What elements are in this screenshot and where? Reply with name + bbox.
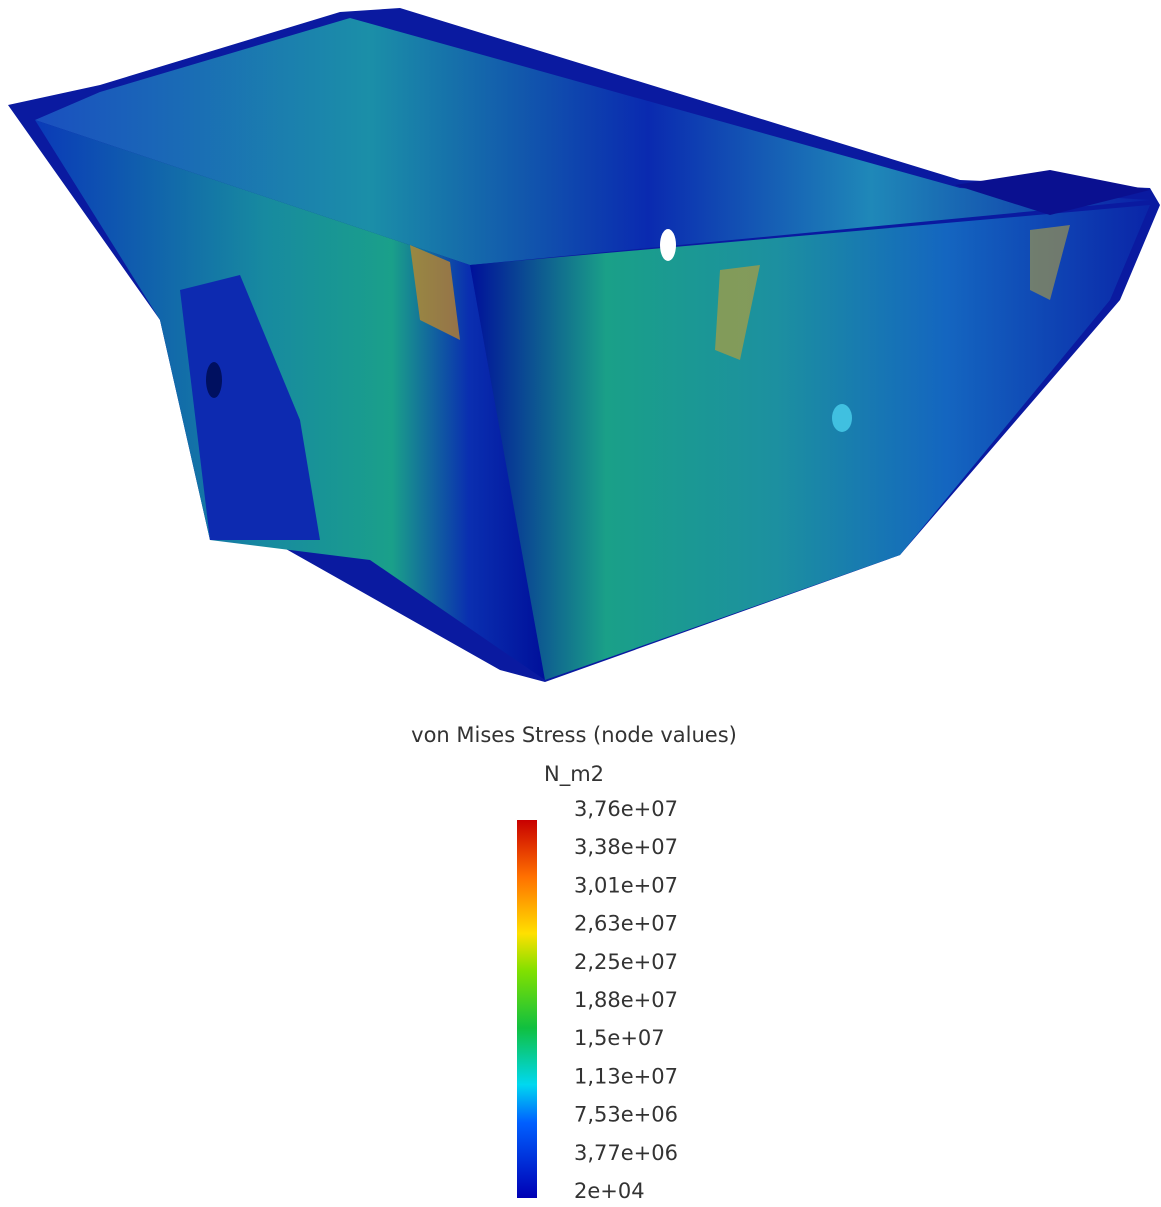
tick-label: 3,77e+06 xyxy=(574,1141,678,1165)
tick-label: 1,88e+07 xyxy=(574,988,678,1012)
hole xyxy=(206,362,222,398)
tick-label: 2,25e+07 xyxy=(574,950,678,974)
hole xyxy=(660,229,676,261)
hole xyxy=(832,404,852,432)
hotspot xyxy=(410,245,460,340)
legend-unit: N_m2 xyxy=(544,762,604,787)
tick-label: 7,53e+06 xyxy=(574,1103,678,1127)
hotspot xyxy=(1030,225,1070,300)
tick-label: 1,5e+07 xyxy=(574,1026,665,1050)
stress-model xyxy=(8,8,1160,682)
corner-block xyxy=(955,170,1150,215)
hotspot xyxy=(715,265,760,360)
tick-label: 3,01e+07 xyxy=(574,873,678,897)
legend: von Mises Stress (node values) N_m2 3,76… xyxy=(411,723,737,1203)
right-face xyxy=(470,205,1150,680)
color-bar xyxy=(517,820,537,1198)
tick-label: 3,76e+07 xyxy=(574,797,678,821)
tick-label: 3,38e+07 xyxy=(574,835,678,859)
inner-back-wall xyxy=(35,18,1150,265)
tick-label: 2e+04 xyxy=(574,1179,645,1203)
legend-title: von Mises Stress (node values) xyxy=(411,723,737,747)
mount-block xyxy=(180,275,320,540)
tick-label: 2,63e+07 xyxy=(574,912,678,936)
tick-labels: 3,76e+07 3,38e+07 3,01e+07 2,63e+07 2,25e+07… xyxy=(574,797,678,1203)
tick-label: 1,13e+07 xyxy=(574,1064,678,1088)
